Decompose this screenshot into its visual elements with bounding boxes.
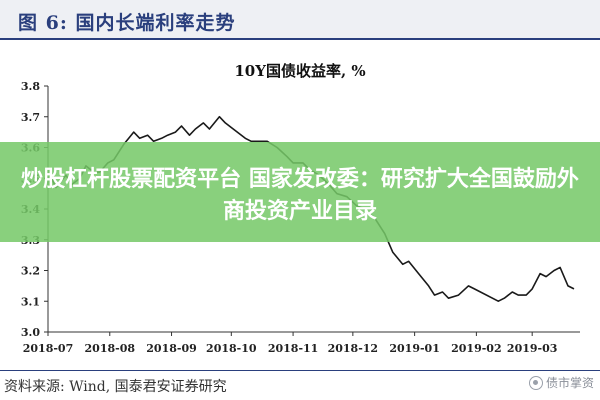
figure-header: 图 6: 国内长端利率走势 xyxy=(0,0,600,38)
x-tick-label: 2018-10 xyxy=(206,342,257,355)
y-tick-label: 3.2 xyxy=(21,265,40,278)
header-divider xyxy=(0,38,600,40)
x-tick-label: 2018-07 xyxy=(23,342,74,355)
x-tick-label: 2019-02 xyxy=(451,342,502,355)
x-tick-label: 2018-09 xyxy=(146,342,197,355)
source-note: 资料来源: Wind, 国泰君安证券研究 xyxy=(4,379,227,395)
overlay-banner[interactable]: 炒股杠杆股票配资平台 国家发改委：研究扩大全国鼓励外商投资产业目录 xyxy=(0,142,600,242)
figure-label: 图 6: 国内长端利率走势 xyxy=(18,12,236,34)
x-tick-label: 2018-12 xyxy=(328,342,379,355)
overlay-headline[interactable]: 炒股杠杆股票配资平台 国家发改委：研究扩大全国鼓励外商投资产业目录 xyxy=(21,167,579,224)
chart-title: 10Y国债收益率, % xyxy=(234,62,366,80)
y-tick-label: 3.1 xyxy=(21,295,40,308)
x-tick-label: 2019-01 xyxy=(389,342,440,355)
wechat-icon xyxy=(528,375,543,390)
y-tick-label: 3.7 xyxy=(21,111,40,124)
x-tick-label: 2018-08 xyxy=(85,342,136,355)
watermark: 债市掌资 xyxy=(528,374,594,391)
watermark-text: 债市掌资 xyxy=(545,376,594,390)
y-tick-label: 3.8 xyxy=(21,80,40,93)
x-tick-label: 2019-03 xyxy=(507,342,558,355)
y-tick-label: 3.0 xyxy=(21,326,40,339)
source-divider xyxy=(0,370,600,371)
x-tick-label: 2018-11 xyxy=(268,342,319,355)
